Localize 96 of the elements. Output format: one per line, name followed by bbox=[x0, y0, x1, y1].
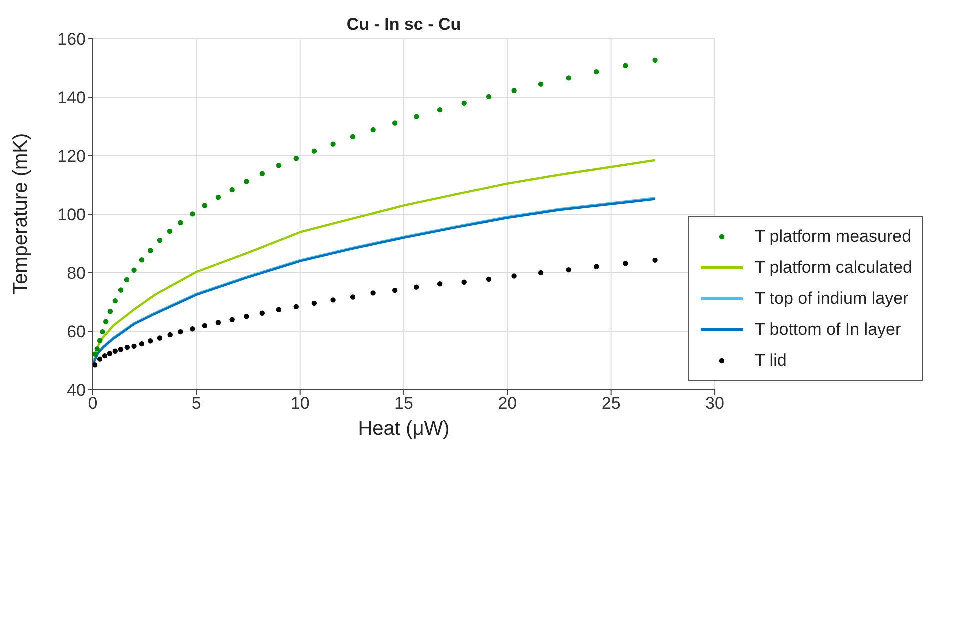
point bbox=[216, 194, 222, 200]
point bbox=[148, 248, 154, 254]
point bbox=[202, 323, 208, 329]
legend-label: T top of indium layer bbox=[755, 288, 909, 308]
point bbox=[294, 304, 299, 310]
point bbox=[190, 212, 196, 217]
x-tick-label: 5 bbox=[192, 394, 202, 414]
point bbox=[330, 298, 336, 303]
x-tick-label: 10 bbox=[290, 394, 310, 414]
point bbox=[370, 127, 376, 133]
point bbox=[414, 284, 420, 290]
y-tick-label: 100 bbox=[58, 206, 86, 225]
point bbox=[118, 288, 124, 293]
y-axis-title: Temperature (mK) bbox=[10, 133, 32, 294]
x-tick-label: 25 bbox=[602, 394, 621, 414]
point bbox=[118, 347, 124, 352]
point bbox=[93, 362, 98, 368]
legend-label: T platform measured bbox=[755, 226, 912, 246]
point bbox=[168, 332, 173, 338]
x-tick-label: 20 bbox=[498, 394, 518, 414]
point bbox=[538, 82, 544, 87]
point bbox=[566, 267, 572, 273]
y-tick-label: 60 bbox=[67, 322, 86, 342]
y-tick-label: 140 bbox=[58, 88, 86, 108]
point bbox=[97, 338, 103, 344]
point bbox=[216, 320, 222, 326]
point bbox=[330, 142, 336, 147]
x-tick-label: 0 bbox=[88, 394, 98, 414]
point bbox=[132, 268, 137, 273]
legend-label: T bottom of In layer bbox=[755, 320, 902, 340]
point bbox=[167, 228, 173, 234]
point bbox=[566, 76, 572, 81]
y-tick-label: 160 bbox=[58, 30, 86, 50]
point bbox=[103, 319, 109, 324]
point bbox=[132, 344, 137, 350]
point bbox=[112, 298, 118, 304]
point bbox=[437, 282, 443, 287]
point bbox=[178, 329, 184, 335]
point bbox=[108, 309, 114, 314]
point bbox=[230, 187, 235, 193]
point bbox=[93, 352, 98, 357]
point bbox=[350, 134, 356, 140]
point bbox=[100, 329, 106, 335]
point bbox=[538, 270, 544, 276]
point bbox=[260, 171, 265, 176]
point bbox=[139, 341, 145, 347]
point bbox=[178, 220, 184, 226]
x-axis-title: Heat (μW) bbox=[358, 418, 450, 440]
point bbox=[260, 310, 265, 316]
point bbox=[512, 274, 517, 279]
point bbox=[623, 261, 628, 266]
x-tick-label: 30 bbox=[706, 394, 724, 414]
x-tick-label: 15 bbox=[394, 394, 414, 414]
y-tick-label: 80 bbox=[67, 264, 86, 284]
point bbox=[112, 348, 118, 354]
point bbox=[437, 107, 443, 113]
point bbox=[370, 290, 376, 296]
point bbox=[276, 307, 282, 312]
point bbox=[294, 156, 299, 162]
point bbox=[312, 300, 318, 306]
point bbox=[594, 69, 600, 75]
point bbox=[392, 288, 398, 294]
y-tick-label: 40 bbox=[67, 381, 86, 400]
y-tick-label: 120 bbox=[58, 147, 86, 166]
chart-title: Cu - In sc - Cu bbox=[346, 15, 462, 34]
point bbox=[148, 338, 154, 344]
point bbox=[652, 258, 658, 264]
point bbox=[414, 114, 420, 120]
point bbox=[157, 336, 163, 341]
point bbox=[124, 344, 130, 350]
legend-label: T lid bbox=[755, 350, 787, 370]
point bbox=[462, 100, 467, 106]
point bbox=[244, 314, 250, 320]
point bbox=[486, 276, 492, 282]
point bbox=[486, 94, 492, 100]
point bbox=[94, 346, 100, 352]
point bbox=[462, 280, 467, 285]
point bbox=[190, 326, 196, 332]
point bbox=[392, 120, 398, 126]
legend-label: T platform calculated bbox=[755, 258, 912, 278]
point bbox=[594, 264, 600, 270]
point bbox=[276, 163, 282, 168]
point bbox=[97, 356, 103, 362]
point bbox=[107, 351, 113, 356]
point bbox=[157, 238, 163, 244]
point bbox=[202, 203, 208, 208]
point bbox=[244, 179, 250, 184]
point bbox=[124, 277, 130, 283]
point bbox=[652, 58, 658, 63]
point bbox=[102, 353, 108, 359]
point bbox=[139, 258, 145, 263]
point bbox=[512, 88, 517, 94]
point bbox=[230, 317, 235, 322]
point bbox=[350, 294, 356, 300]
point bbox=[623, 63, 628, 69]
point bbox=[312, 148, 318, 154]
